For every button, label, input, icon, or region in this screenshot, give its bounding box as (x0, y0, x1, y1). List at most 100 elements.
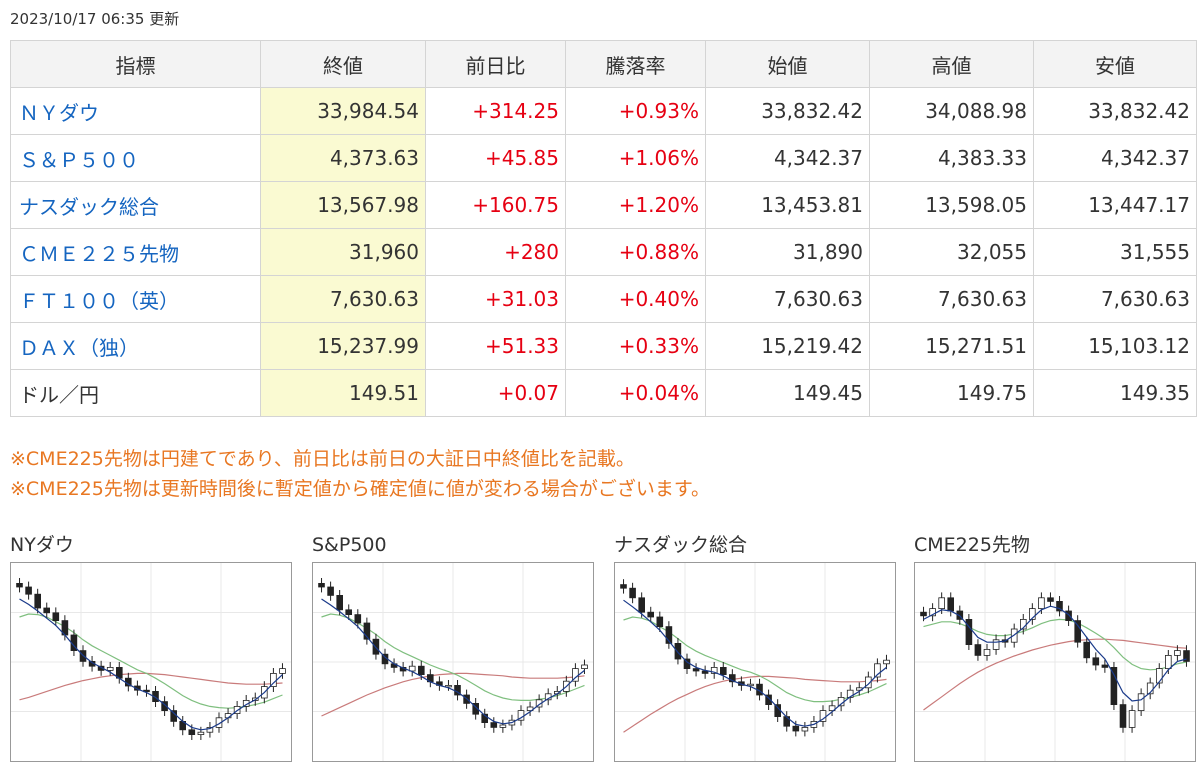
index-link-sp500[interactable]: Ｓ＆Ｐ５００ (10, 134, 261, 182)
index-link-cme225[interactable]: ＣＭＥ２２５先物 (10, 228, 261, 276)
high-value: 13,598.05 (869, 181, 1034, 229)
candle-body (1092, 657, 1100, 666)
candle-body (1047, 597, 1054, 602)
change-value: +0.07 (425, 369, 566, 417)
candle-body (52, 612, 60, 621)
ma-short-line (623, 599, 887, 727)
candle-body (983, 649, 991, 656)
candle-body (828, 705, 836, 712)
candle-body (729, 674, 736, 683)
change-rate-value: +1.20% (565, 181, 706, 229)
table-row: ＣＭＥ２２５先物 31,960 +280 +0.88% 31,890 32,05… (10, 228, 1197, 276)
open-value: 33,832.42 (705, 87, 870, 135)
high-value: 32,055 (869, 228, 1034, 276)
candle-body (161, 701, 168, 712)
table-row: ＦＴ１００（英） 7,630.63 +31.03 +0.40% 7,630.63… (10, 275, 1197, 323)
change-value: +314.25 (425, 87, 566, 135)
candle-body (1183, 650, 1190, 662)
candle-body (345, 609, 352, 615)
close-value: 4,373.63 (260, 134, 426, 182)
candle-body (674, 643, 682, 660)
note-line: ※CME225先物は円建てであり、前日比は前日の大証日中終値比を記載。 (10, 448, 635, 470)
candle-body (992, 639, 1000, 650)
candle-body (1074, 620, 1082, 643)
ma-long-line (623, 675, 887, 733)
header-low: 安値 (1033, 40, 1197, 88)
low-value: 149.35 (1033, 369, 1197, 417)
candle-body (629, 587, 636, 599)
candle-body (197, 731, 205, 735)
low-value: 33,832.42 (1033, 87, 1197, 135)
low-value: 4,342.37 (1033, 134, 1197, 182)
candle-body (720, 667, 727, 676)
candle-body (34, 593, 41, 609)
update-timestamp: 2023/10/17 06:35 更新 (10, 10, 180, 28)
candle-body (801, 726, 809, 732)
candle-body (25, 586, 32, 595)
low-value: 31,555 (1033, 228, 1197, 276)
index-link-nydow[interactable]: ＮＹダウ (10, 87, 261, 135)
change-rate-value: +1.06% (565, 134, 706, 182)
index-link-dax[interactable]: ＤＡＸ（独） (10, 322, 261, 370)
candle-body (874, 663, 881, 678)
chart-nasdaq[interactable]: ナスダック総合 (614, 532, 896, 762)
chart-nydow[interactable]: NYダウ (10, 532, 292, 762)
candlestick-chart[interactable] (614, 562, 896, 762)
candle-body (327, 586, 334, 596)
header-high: 高値 (869, 40, 1034, 88)
candle-body (783, 716, 791, 727)
candle-body (710, 667, 718, 674)
candle-body (974, 644, 982, 656)
candle-body (638, 597, 645, 613)
chart-title: CME225先物 (914, 534, 1030, 556)
index-link-ft100[interactable]: ＦＴ１００（英） (10, 275, 261, 323)
candle-body (692, 668, 700, 672)
candle-body (43, 607, 50, 614)
candle-body (1164, 655, 1172, 670)
candle-body (318, 582, 325, 588)
candle-body (920, 611, 927, 617)
close-value: 31,960 (260, 228, 426, 276)
table-header-row: 指標 終値 前日比 騰落率 始値 高値 安値 (10, 40, 1197, 88)
candlestick-chart[interactable] (10, 562, 292, 762)
header-open: 始値 (705, 40, 870, 88)
candle-body (206, 726, 214, 733)
close-value: 13,567.98 (260, 181, 426, 229)
candle-body (1119, 704, 1127, 728)
mini-charts: NYダウ S&P500 ナスダック総合 CME225先物 (10, 532, 1200, 762)
ma-short-line (923, 605, 1187, 702)
change-rate-value: +0.33% (565, 322, 706, 370)
high-value: 34,088.98 (869, 87, 1034, 135)
candle-body (1174, 650, 1181, 656)
header-change-rate: 騰落率 (565, 40, 706, 88)
chart-cme225[interactable]: CME225先物 (914, 532, 1196, 762)
ma-long-line (19, 672, 283, 701)
high-value: 7,630.63 (869, 275, 1034, 323)
market-index-table: 指標 終値 前日比 騰落率 始値 高値 安値 ＮＹダウ 33,984.54 +3… (10, 40, 1197, 417)
chart-title: ナスダック総合 (614, 534, 748, 556)
notes: ※CME225先物は円建てであり、前日比は前日の大証日中終値比を記載。 ※CME… (10, 444, 710, 504)
open-value: 31,890 (705, 228, 870, 276)
chart-title: NYダウ (10, 534, 74, 556)
open-value: 13,453.81 (705, 181, 870, 229)
candlestick-chart[interactable] (914, 562, 1196, 762)
high-value: 149.75 (869, 369, 1034, 417)
high-value: 4,383.33 (869, 134, 1034, 182)
open-value: 7,630.63 (705, 275, 870, 323)
table-row: ドル／円 149.51 +0.07 +0.04% 149.45 149.75 1… (10, 369, 1197, 417)
candle-body (1065, 610, 1072, 622)
candlestick-chart[interactable] (312, 562, 594, 762)
ma-long-line (923, 638, 1187, 711)
ma-short-line (19, 598, 283, 731)
candle-body (1137, 693, 1145, 712)
header-close: 終値 (260, 40, 426, 88)
candle-body (656, 616, 664, 628)
candle-body (647, 611, 654, 618)
candle-body (864, 676, 872, 689)
candle-body (1038, 597, 1045, 609)
chart-sp500[interactable]: S&P500 (312, 532, 594, 762)
candle-body (106, 667, 114, 671)
candle-body (481, 713, 489, 723)
candle-body (472, 702, 480, 715)
index-link-nasdaq[interactable]: ナスダック総合 (10, 181, 261, 229)
